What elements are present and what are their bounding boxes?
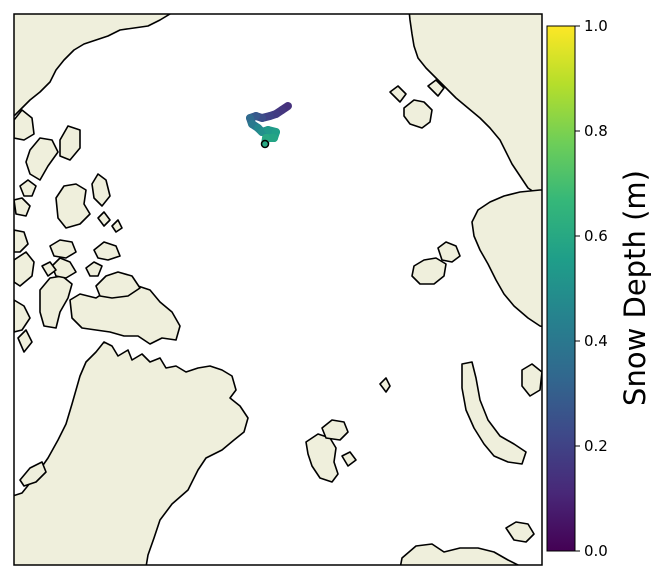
- land-island-x: [379, 377, 391, 393]
- track-segments: [246, 102, 292, 148]
- land-island-m: [111, 219, 123, 233]
- land-island-o: [14, 109, 35, 141]
- land-island-b: [14, 251, 35, 287]
- land-island-q: [19, 179, 37, 197]
- land-island-r: [389, 85, 407, 103]
- map-panel: [13, 13, 543, 566]
- land-franz-josef: [403, 99, 433, 129]
- land-island-w: [341, 451, 357, 467]
- land-island-f: [85, 261, 103, 277]
- land-alaska: [14, 341, 249, 565]
- colorbar-tick-label: 0.8: [584, 122, 608, 140]
- land-island-s: [427, 79, 445, 97]
- land-svalbard: [411, 257, 447, 285]
- land-taymyr: [399, 543, 520, 565]
- land-island-e: [51, 257, 77, 279]
- colorbar-tick-label: 0.6: [584, 227, 608, 245]
- land-island-v: [321, 419, 349, 441]
- land-svalbard-small: [437, 241, 461, 263]
- colorbar-frame: [546, 25, 576, 552]
- land-greenland: [471, 189, 542, 328]
- land-island-i: [49, 239, 77, 259]
- map-frame: [13, 13, 543, 566]
- colorbar-tick-label: 0.0: [584, 542, 608, 560]
- land-island-h: [93, 241, 121, 261]
- land-siberia: [14, 14, 171, 118]
- land-island-p: [14, 197, 31, 217]
- land-island-t: [521, 363, 542, 397]
- land-banks-island: [39, 275, 73, 329]
- colorbar-gradient: [547, 26, 575, 551]
- land-island-u: [505, 521, 535, 543]
- land-island-k: [91, 173, 111, 207]
- land-island-j: [14, 229, 29, 253]
- land-island-n: [59, 125, 81, 161]
- colorbar-tick-label: 1.0: [584, 17, 608, 35]
- land-prince-patrick-island: [25, 137, 59, 181]
- land-island-d: [17, 329, 33, 353]
- colorbar-tick-label: 0.2: [584, 437, 608, 455]
- colorbar: 0.0 0.2 0.4 0.6 0.8 1.0 Snow Depth (m): [546, 17, 652, 560]
- land-island-g: [41, 261, 57, 277]
- land-island-a: [95, 271, 141, 299]
- track-end-marker: [260, 139, 270, 149]
- landmasses: [14, 14, 542, 565]
- track: [246, 102, 292, 149]
- land-alaska-islet: [19, 461, 47, 487]
- land-melville-island: [55, 183, 91, 229]
- colorbar-label: Snow Depth (m): [618, 170, 652, 406]
- colorbar-ticks: 0.0 0.2 0.4 0.6 0.8 1.0: [575, 17, 608, 560]
- land-island-l: [97, 211, 111, 227]
- land-novaya-zemlya: [461, 361, 527, 465]
- land-island-c: [14, 299, 31, 333]
- colorbar-tick-label: 0.4: [584, 332, 608, 350]
